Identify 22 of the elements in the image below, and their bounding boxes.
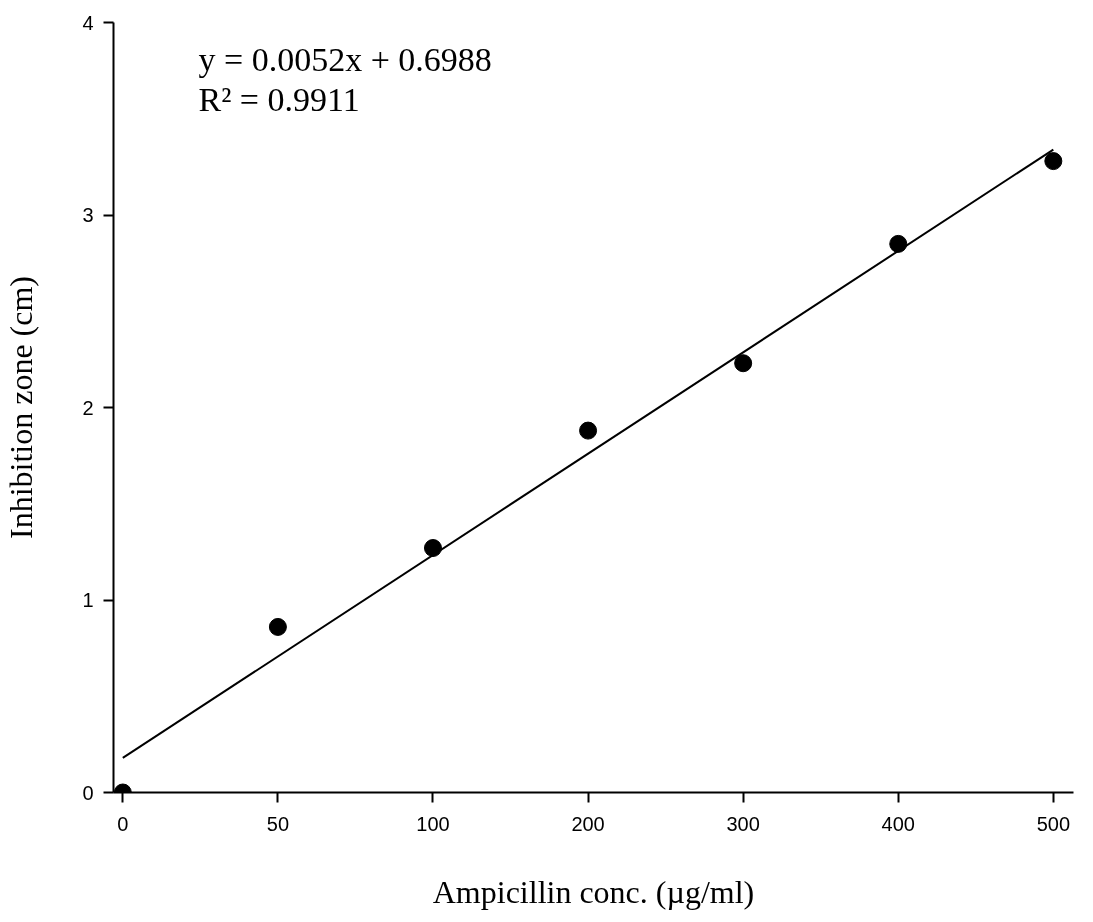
point — [423, 539, 442, 558]
point — [889, 234, 908, 253]
y-tick-label: 4 — [82, 11, 94, 34]
point — [268, 617, 287, 636]
y-tick-label: 3 — [82, 204, 94, 226]
x-tick-label: 300 — [726, 812, 760, 835]
x-tick-label: 200 — [571, 812, 605, 835]
annotation: R² = 0.9911 — [198, 80, 360, 118]
y-axis-title: Inhibition zone (cm) — [3, 275, 40, 540]
x-tick-label: 0 — [117, 812, 129, 835]
x-tick-label: 500 — [1036, 812, 1071, 835]
y-tick-label: 0 — [82, 781, 94, 804]
x-axis-title: Ampicillin conc. (µg/ml) — [432, 873, 755, 910]
x-tick-label: 50 — [266, 812, 290, 835]
point — [734, 354, 753, 373]
y-tick-label: 1 — [82, 589, 94, 611]
y-tick-label: 2 — [82, 396, 94, 419]
point — [579, 421, 598, 440]
annotation: y = 0.0052x + 0.6988 — [198, 40, 492, 78]
x-tick-label: 400 — [881, 812, 915, 835]
point — [1044, 152, 1063, 171]
x-tick-label: 100 — [416, 812, 450, 835]
